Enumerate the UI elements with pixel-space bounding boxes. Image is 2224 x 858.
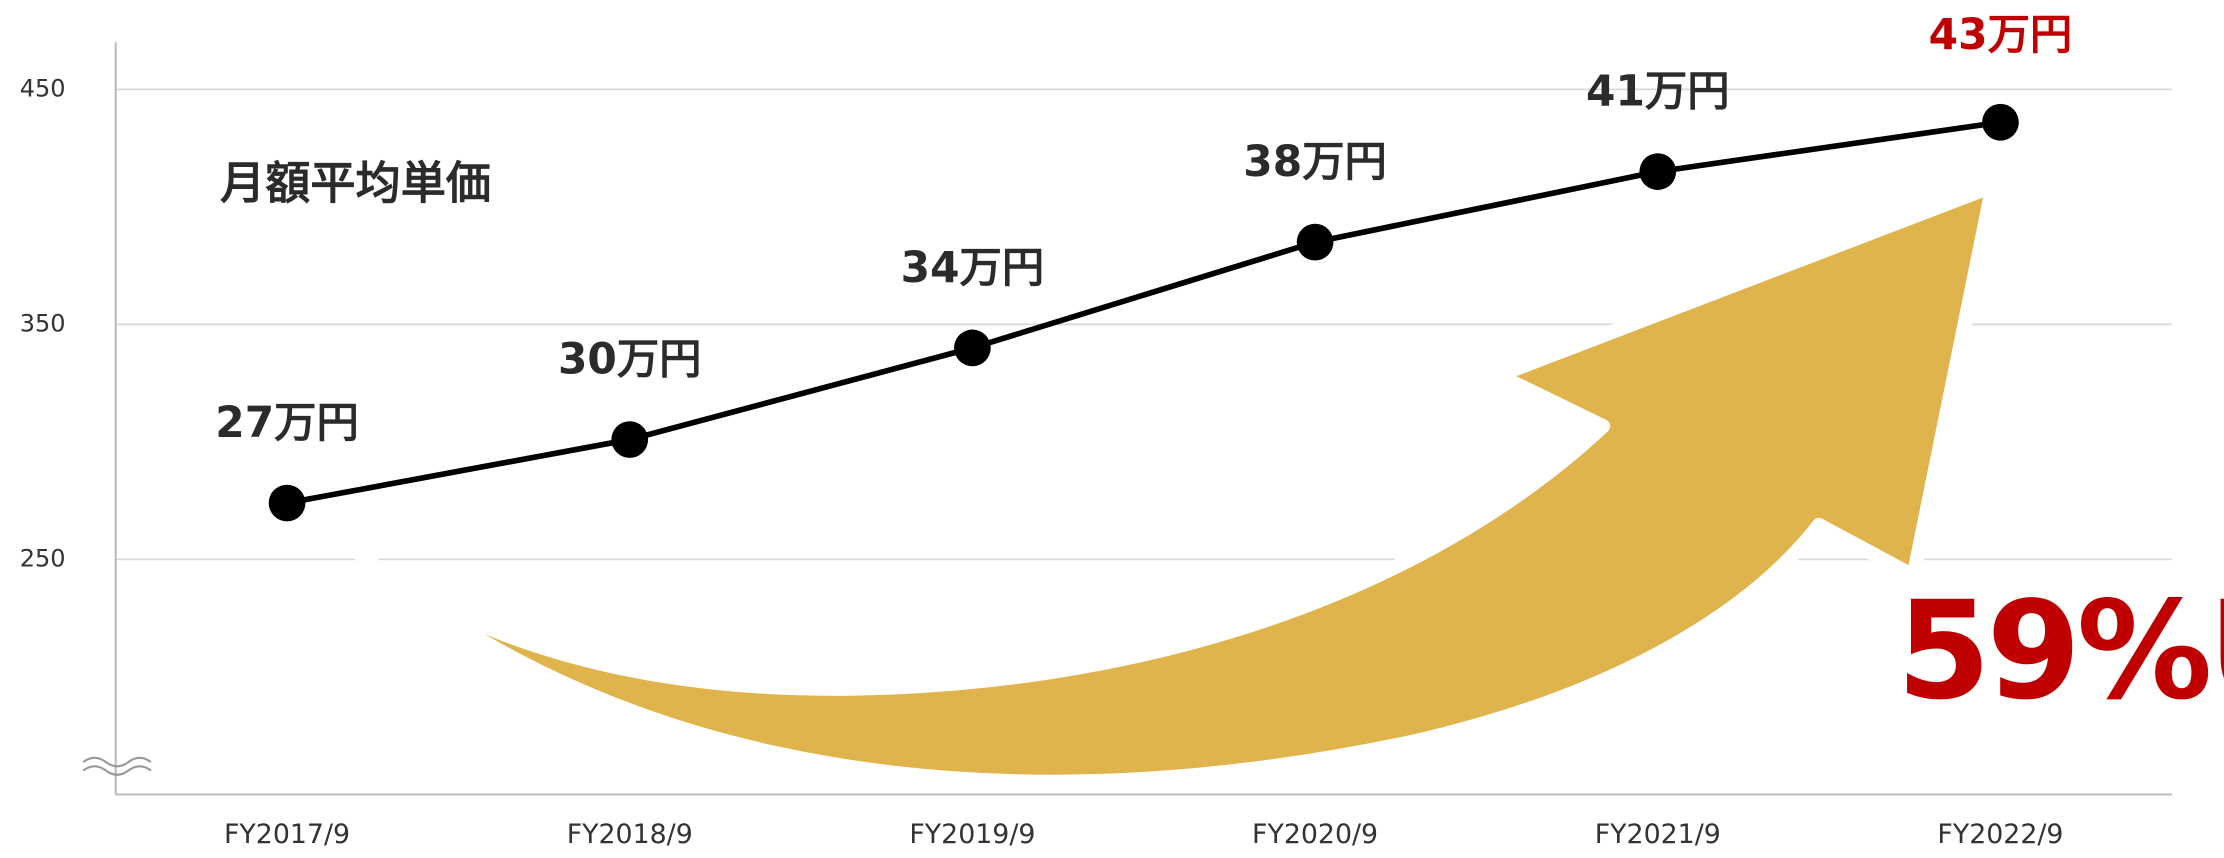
point	[611, 421, 649, 458]
y-tick-label: 450	[20, 74, 66, 102]
y-tick-label: 350	[20, 309, 66, 337]
growth-arrow	[351, 179, 2000, 789]
chart-title: 月額平均単価	[220, 156, 491, 209]
x-tick-label: FY2018/9	[567, 819, 693, 850]
point	[1296, 223, 1334, 261]
axis-break	[82, 756, 152, 776]
point	[1982, 103, 2019, 141]
line	[286, 119, 2001, 506]
value-label: 30万円	[558, 334, 702, 383]
x-tick-label: FY2017/9	[224, 819, 350, 850]
value-label: 43万円	[1929, 10, 2073, 59]
annotation: 59%UP	[1897, 572, 2224, 730]
point	[1639, 153, 1677, 190]
x-tick-label: FY2019/9	[909, 819, 1035, 850]
y-tick-label: 250	[20, 544, 66, 572]
x-tick-label: FY2020/9	[1252, 819, 1378, 850]
x-tick-label: FY2021/9	[1595, 819, 1721, 850]
value-label: 38万円	[1243, 137, 1387, 186]
value-label: 41万円	[1586, 66, 1730, 115]
x-tick-label: FY2022/9	[1937, 819, 2063, 850]
value-label: 34万円	[901, 243, 1045, 292]
value-label: 27万円	[215, 398, 359, 447]
point	[954, 329, 991, 367]
point	[268, 484, 306, 522]
